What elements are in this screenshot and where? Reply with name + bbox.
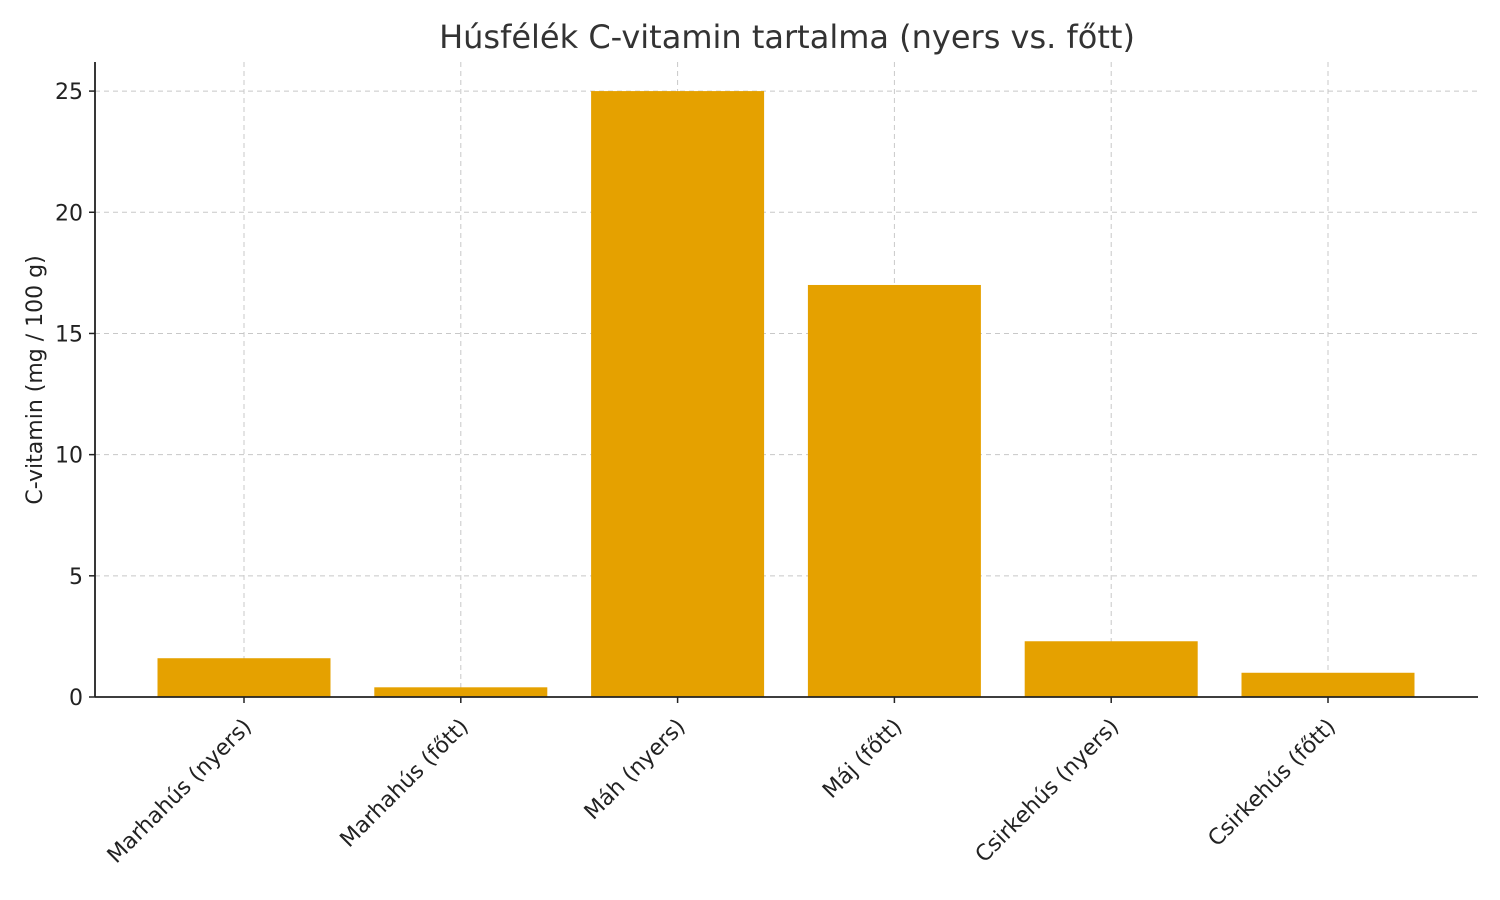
x-tick-label: Marhahús (főtt) bbox=[336, 714, 474, 852]
x-tick-label: Marhahús (nyers) bbox=[103, 714, 257, 868]
x-tick-label: Máh (nyers) bbox=[580, 714, 691, 825]
y-ticks: 0 5 10 15 20 25 bbox=[55, 80, 95, 711]
grid bbox=[95, 62, 1478, 697]
y-tick-label: 0 bbox=[69, 686, 83, 711]
bar bbox=[1241, 672, 1415, 697]
bar bbox=[157, 658, 331, 697]
axes bbox=[94, 62, 1478, 698]
y-tick-label: 10 bbox=[55, 444, 83, 469]
x-tick-label: Csirkehús (nyers) bbox=[971, 714, 1124, 867]
y-tick-label: 15 bbox=[55, 322, 83, 347]
bar bbox=[807, 284, 981, 697]
bars bbox=[157, 91, 1415, 697]
y-tick-label: 20 bbox=[55, 201, 83, 226]
x-tick-label: Máj (főtt) bbox=[818, 714, 907, 803]
y-tick-label: 5 bbox=[69, 565, 83, 590]
bar bbox=[1024, 641, 1198, 697]
chart-title: Húsfélék C-vitamin tartalma (nyers vs. f… bbox=[439, 18, 1135, 56]
bar bbox=[374, 687, 548, 697]
x-tick-label: Csirkehús (főtt) bbox=[1204, 714, 1341, 851]
x-ticks: Marhahús (nyers) Marhahús (főtt) Máh (nyer… bbox=[103, 697, 1341, 869]
bar bbox=[591, 91, 765, 697]
y-tick-label: 25 bbox=[55, 80, 83, 105]
y-axis-label: C-vitamin (mg / 100 g) bbox=[23, 255, 48, 504]
